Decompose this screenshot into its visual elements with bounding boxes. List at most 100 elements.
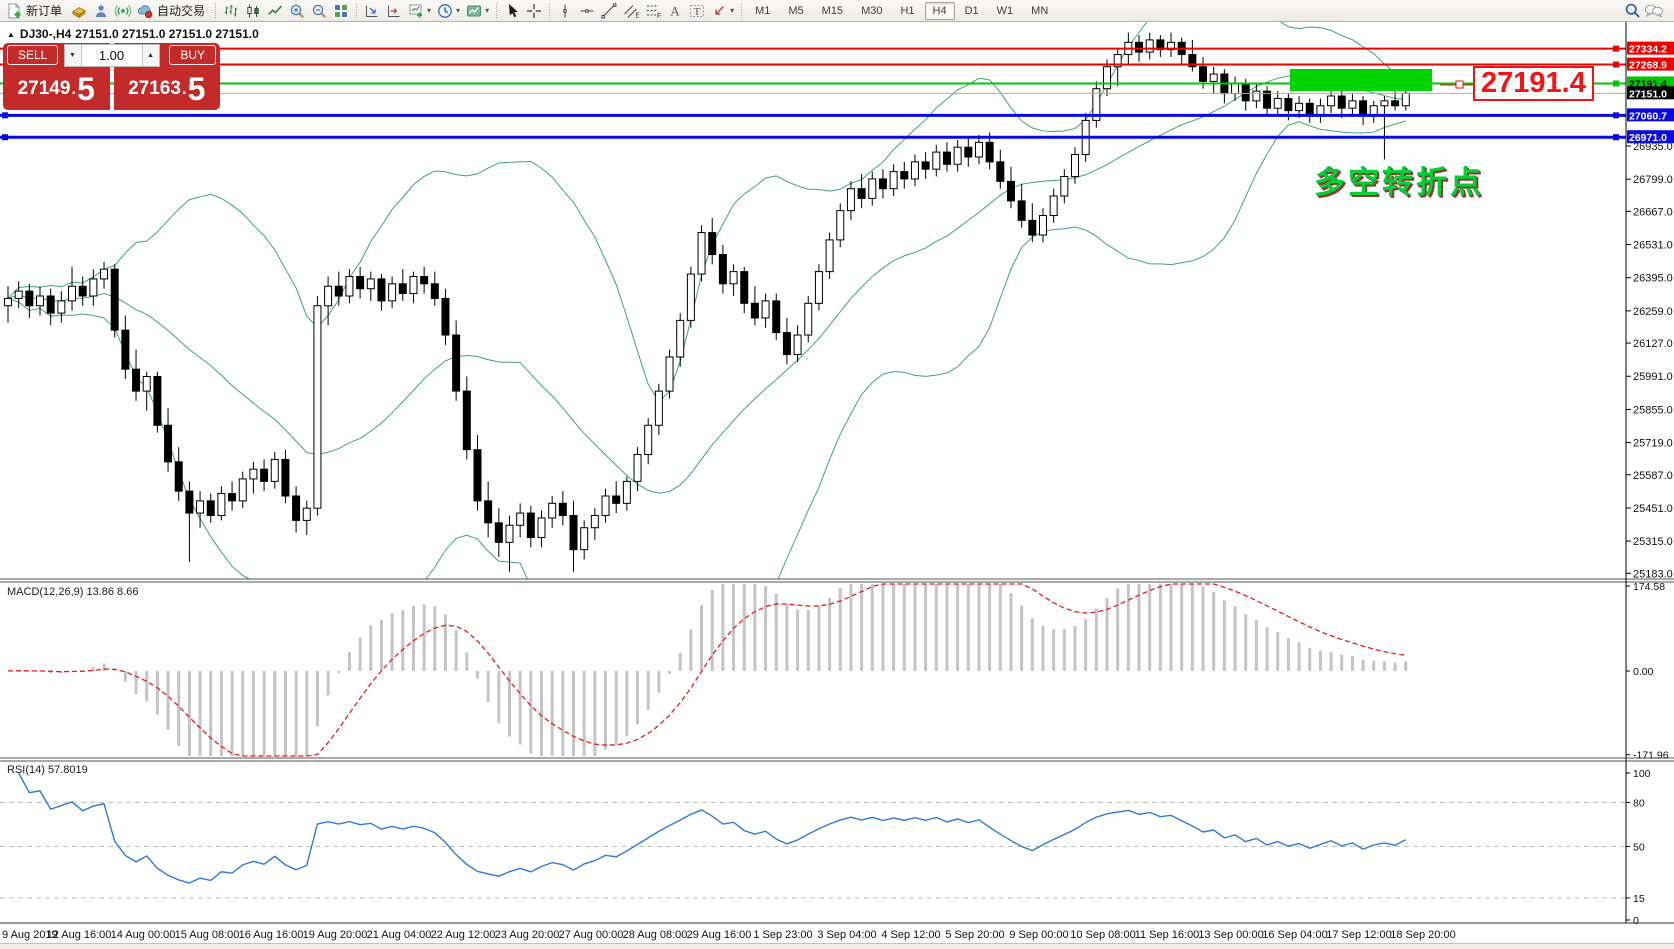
- volume-decrease-icon[interactable]: ▼: [64, 45, 82, 66]
- dropdown-caret-icon[interactable]: ▾: [485, 6, 490, 15]
- sell-price-frac: 5: [77, 70, 95, 107]
- time-axis-label[interactable]: 14 Aug 00:00: [111, 929, 176, 941]
- timeframe-button-H4[interactable]: H4: [924, 1, 955, 20]
- search-button[interactable]: [1621, 1, 1643, 21]
- timeframe-button-M30[interactable]: M30: [861, 4, 883, 17]
- line-chart-button[interactable]: [264, 1, 286, 21]
- autotrading-button[interactable]: [134, 1, 156, 21]
- timeframe-button-MN[interactable]: MN: [1031, 4, 1049, 17]
- tile-windows-button[interactable]: [330, 1, 352, 21]
- candle-body: [537, 517, 546, 538]
- auto-scroll-button[interactable]: [361, 1, 383, 21]
- time-axis-label[interactable]: 9 Aug 2019: [2, 929, 58, 941]
- symbol-period-label: DJ30-,H4: [19, 27, 72, 41]
- new-order-label[interactable]: 新订单: [26, 4, 63, 18]
- timeframe-button-D1[interactable]: D1: [964, 4, 979, 17]
- timeframe-button-H1[interactable]: H1: [900, 4, 915, 17]
- signals-button[interactable]: [112, 1, 134, 21]
- text-tool[interactable]: A: [664, 1, 686, 21]
- volume-increase-icon[interactable]: ▲: [141, 45, 159, 66]
- vertical-line-tool[interactable]: [554, 1, 576, 21]
- candle-body: [281, 458, 290, 497]
- timeframe-button-M5[interactable]: M5: [788, 4, 804, 17]
- toolbar-separator: [549, 3, 551, 18]
- trendline-tool[interactable]: [598, 1, 620, 21]
- arrows-tool-dropdown[interactable]: [708, 1, 730, 21]
- time-axis-label[interactable]: 29 Aug 16:00: [687, 929, 752, 941]
- text-label-tool[interactable]: T: [686, 1, 708, 21]
- dropdown-caret-icon[interactable]: ▾: [456, 6, 461, 15]
- sell-button[interactable]: SELL: [7, 45, 59, 65]
- time-axis-label[interactable]: 19 Aug 20:00: [303, 929, 368, 941]
- new-chart-dropdown[interactable]: [405, 1, 427, 21]
- time-axis-label[interactable]: 23 Aug 20:00: [495, 929, 560, 941]
- time-axis-label[interactable]: 13 Sep 00:00: [1198, 929, 1263, 941]
- zoom-in-button[interactable]: [286, 1, 308, 21]
- price-chart-plot[interactable]: 26935.0 26799.0 26667.0 26531.0 26395.0 26259…: [0, 22, 1674, 949]
- time-axis-label[interactable]: 15 Aug 08:00: [175, 929, 240, 941]
- time-axis-label[interactable]: 9 Sep 00:00: [1009, 929, 1068, 941]
- time-axis-label[interactable]: 4 Sep 12:00: [881, 929, 940, 941]
- candle-body: [1135, 41, 1144, 53]
- equidistant-channel-tool[interactable]: E: [620, 1, 642, 21]
- turning-point-annotation[interactable]: 多空转折点: [1314, 165, 1484, 200]
- periods-dropdown[interactable]: [434, 1, 456, 21]
- candle-body: [942, 151, 951, 165]
- time-axis-label[interactable]: 27 Aug 00:00: [559, 929, 624, 941]
- price-axis-tick-label: 25451.0: [1633, 503, 1673, 515]
- new-order-button[interactable]: [3, 1, 25, 21]
- candle-body: [46, 295, 55, 314]
- dropdown-caret-icon[interactable]: ▾: [427, 6, 432, 15]
- candle-body: [1092, 88, 1101, 121]
- chart-shift-button[interactable]: [383, 1, 405, 21]
- volume-input[interactable]: [81, 45, 142, 66]
- buy-button[interactable]: BUY: [169, 45, 216, 65]
- time-axis-label[interactable]: 17 Sep 12:00: [1326, 929, 1391, 941]
- candle-body: [793, 334, 802, 356]
- timeframe-button-W1[interactable]: W1: [996, 4, 1014, 17]
- dropdown-caret-icon[interactable]: ▾: [730, 6, 735, 15]
- candle-body: [324, 285, 333, 307]
- zoom-out-button[interactable]: [308, 1, 330, 21]
- community-button[interactable]: [90, 1, 112, 21]
- horizontal-line-tool[interactable]: [576, 1, 598, 21]
- price-line-label: [1627, 130, 1674, 144]
- templates-dropdown[interactable]: [463, 1, 485, 21]
- chat-button[interactable]: [1643, 1, 1665, 21]
- time-axis-label[interactable]: 21 Aug 04:00: [367, 929, 432, 941]
- time-axis-label[interactable]: 22 Aug 12:00: [431, 929, 496, 941]
- time-axis-label[interactable]: 12 Aug 16:00: [47, 929, 112, 941]
- macd-signal-line: [7, 583, 1406, 757]
- price-axis-tick-label: 26799.0: [1633, 174, 1673, 186]
- candle-body: [1017, 200, 1026, 221]
- candle-body: [206, 500, 215, 517]
- crosshair-tool-button[interactable]: [523, 1, 545, 21]
- line-anchor: [2, 134, 8, 141]
- time-axis-label[interactable]: 11 Sep 16:00: [1135, 929, 1200, 941]
- time-axis-label[interactable]: 5 Sep 20:00: [945, 929, 1004, 941]
- time-axis-label[interactable]: 3 Sep 04:00: [817, 929, 876, 941]
- time-axis-label[interactable]: 1 Sep 23:00: [753, 929, 812, 941]
- time-axis-label[interactable]: 28 Aug 08:00: [623, 929, 688, 941]
- time-axis-label[interactable]: 16 Aug 16:00: [239, 929, 304, 941]
- candle-body: [836, 210, 845, 241]
- autotrading-label[interactable]: 自动交易: [157, 4, 206, 18]
- bar-chart-button[interactable]: [220, 1, 242, 21]
- timeframe-button-M15[interactable]: M15: [821, 4, 844, 17]
- candle-body: [420, 275, 429, 285]
- candle-body: [430, 283, 439, 299]
- price-callout-label[interactable]: 27191.4: [1473, 66, 1594, 101]
- cursor-tool-button[interactable]: [501, 1, 523, 21]
- candle-body: [1348, 100, 1357, 109]
- time-axis-label[interactable]: 16 Sep 04:00: [1262, 929, 1327, 941]
- panel-collapse-icon[interactable]: ▲: [7, 30, 15, 39]
- timeframe-button-M1[interactable]: M1: [755, 4, 771, 17]
- candle-body: [1401, 92, 1410, 107]
- price-axis-tick-label: 26531.0: [1633, 240, 1673, 252]
- candlestick-chart-button[interactable]: [242, 1, 264, 21]
- candle-body: [590, 515, 599, 529]
- market-watch-button[interactable]: [68, 1, 90, 21]
- time-axis-label[interactable]: 18 Sep 20:00: [1390, 929, 1455, 941]
- time-axis-label[interactable]: 10 Sep 08:00: [1070, 929, 1135, 941]
- fibonacci-tool[interactable]: F: [642, 1, 664, 21]
